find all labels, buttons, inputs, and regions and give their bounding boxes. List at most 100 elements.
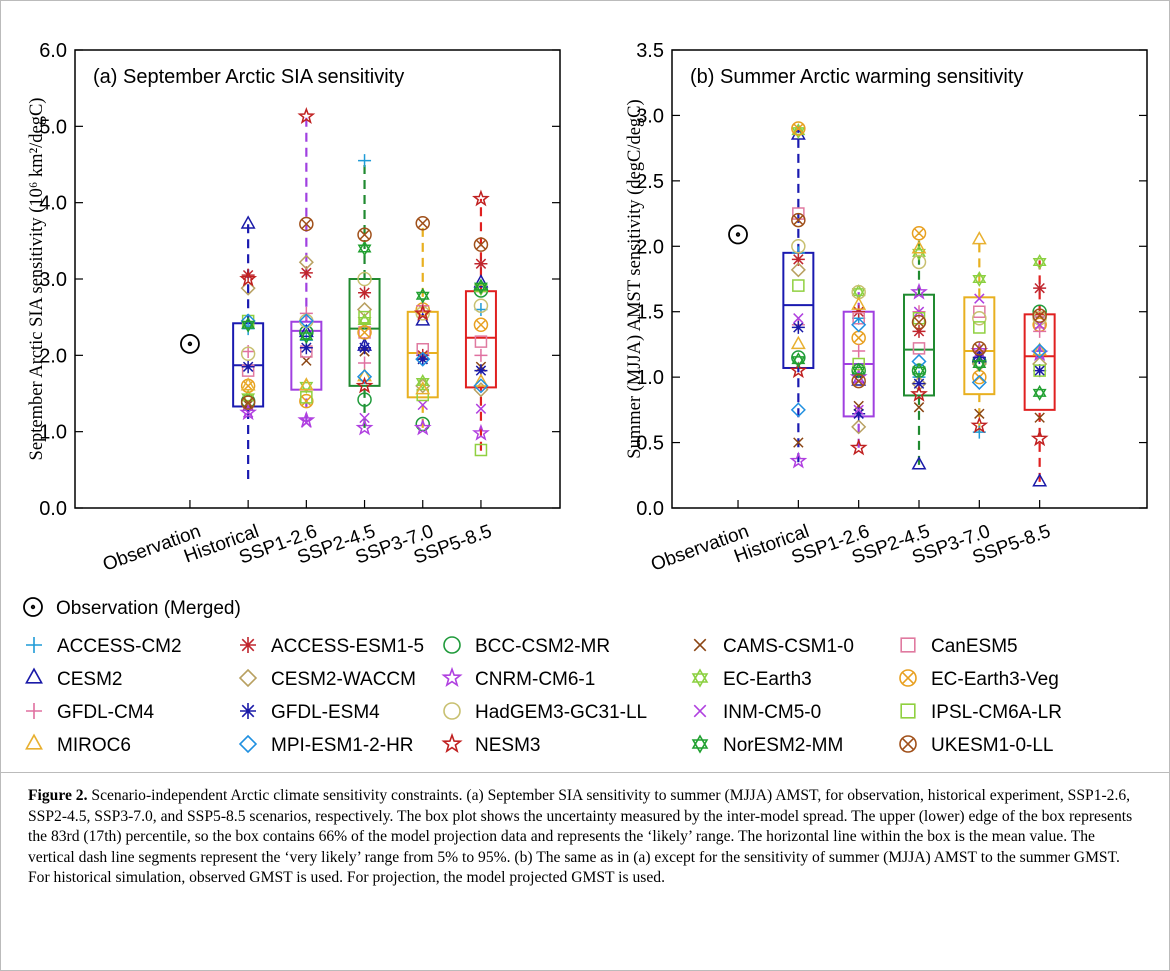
model-marker bbox=[473, 298, 489, 313]
model-marker bbox=[912, 362, 926, 379]
y-tick-label: 2.5 bbox=[636, 171, 664, 193]
model-marker bbox=[473, 378, 489, 394]
legend-label: INM-CM5-0 bbox=[723, 702, 821, 723]
model-marker bbox=[972, 341, 987, 356]
legend-label: UKESM1-0-LL bbox=[931, 735, 1054, 756]
model-marker bbox=[911, 456, 927, 470]
model-marker bbox=[358, 341, 372, 355]
legend-marker bbox=[238, 734, 258, 754]
model-marker bbox=[972, 271, 987, 287]
model-marker bbox=[474, 348, 488, 362]
model-marker bbox=[971, 231, 987, 245]
model-marker bbox=[912, 324, 926, 338]
y-tick-label: 3.5 bbox=[636, 40, 664, 62]
model-marker bbox=[789, 451, 808, 469]
model-marker bbox=[852, 357, 865, 371]
model-marker bbox=[472, 189, 490, 207]
model-marker bbox=[356, 369, 373, 385]
plot-frame bbox=[671, 49, 1148, 509]
model-marker bbox=[297, 107, 316, 124]
model-marker bbox=[357, 240, 372, 257]
model-marker bbox=[359, 412, 370, 424]
model-marker bbox=[474, 364, 488, 378]
model-marker bbox=[851, 296, 867, 310]
model-marker bbox=[793, 313, 804, 324]
model-marker bbox=[415, 380, 431, 395]
separator bbox=[0, 772, 1170, 773]
model-marker bbox=[913, 402, 925, 413]
model-marker bbox=[1030, 429, 1049, 447]
box bbox=[1023, 313, 1056, 411]
model-marker bbox=[911, 254, 927, 270]
model-marker bbox=[241, 360, 255, 374]
legend-label: ACCESS-ESM1-5 bbox=[271, 636, 424, 657]
model-marker bbox=[298, 323, 314, 338]
model-marker bbox=[299, 328, 314, 345]
model-marker bbox=[416, 388, 430, 402]
model-marker bbox=[473, 278, 488, 295]
model-marker bbox=[911, 314, 927, 330]
model-marker bbox=[239, 269, 258, 287]
legend-label: MPI-ESM1-2-HR bbox=[271, 735, 414, 756]
legend-marker bbox=[691, 668, 709, 688]
legend-label: BCC-CSM2-MR bbox=[475, 636, 610, 657]
y-tick-label: 0.0 bbox=[636, 498, 664, 520]
model-marker bbox=[1032, 253, 1047, 270]
model-marker bbox=[911, 363, 927, 378]
model-marker bbox=[790, 262, 806, 278]
model-marker bbox=[357, 325, 372, 340]
model-marker bbox=[972, 311, 987, 326]
model-marker bbox=[853, 400, 864, 412]
legend-label: CanESM5 bbox=[931, 636, 1018, 657]
legend-label: CNRM-CM6-1 bbox=[475, 669, 595, 690]
model-marker bbox=[357, 392, 372, 407]
legend-marker bbox=[691, 734, 709, 754]
model-marker bbox=[912, 377, 926, 391]
model-marker bbox=[358, 154, 372, 168]
model-marker bbox=[1033, 324, 1047, 338]
model-marker bbox=[355, 418, 374, 436]
model-marker bbox=[415, 416, 430, 432]
model-marker bbox=[852, 344, 866, 358]
model-marker bbox=[299, 216, 314, 232]
model-marker bbox=[972, 356, 987, 373]
caption-text: Scenario-independent Arctic climate sens… bbox=[28, 787, 1133, 887]
legend-label: GFDL-CM4 bbox=[57, 702, 155, 723]
legend-label: EC-Earth3 bbox=[723, 669, 812, 690]
model-marker bbox=[1032, 343, 1048, 359]
model-marker bbox=[1034, 412, 1045, 423]
model-marker bbox=[792, 279, 805, 292]
legend-marker bbox=[693, 704, 707, 718]
model-marker bbox=[793, 437, 804, 448]
legend-marker bbox=[899, 735, 917, 753]
model-marker bbox=[973, 321, 986, 334]
model-marker bbox=[415, 374, 430, 391]
legend-marker bbox=[443, 702, 461, 720]
legend-marker bbox=[25, 733, 43, 750]
legend-marker bbox=[441, 666, 463, 688]
model-marker bbox=[357, 227, 372, 242]
model-marker bbox=[473, 274, 489, 288]
caption: Figure 2. Scenario-independent Arctic cl… bbox=[28, 786, 1142, 889]
legend-marker bbox=[23, 597, 43, 617]
model-marker bbox=[851, 284, 866, 301]
legend-label: CESM2-WACCM bbox=[271, 669, 416, 690]
legend-label: Observation (Merged) bbox=[56, 598, 241, 619]
model-marker bbox=[417, 399, 428, 411]
model-marker bbox=[415, 216, 430, 231]
model-marker bbox=[791, 252, 805, 266]
model-marker bbox=[974, 293, 985, 304]
model-marker bbox=[910, 282, 928, 300]
model-marker bbox=[240, 280, 256, 296]
legend-label: EC-Earth3-Veg bbox=[931, 669, 1059, 690]
model-marker bbox=[240, 395, 256, 410]
panel-title: (b) Summer Arctic warming sensitivity bbox=[690, 66, 1023, 88]
legend-label: GFDL-ESM4 bbox=[271, 702, 380, 723]
model-marker bbox=[791, 320, 805, 334]
y-tick-label: 2.0 bbox=[636, 236, 664, 258]
legend-label: NESM3 bbox=[475, 735, 540, 756]
model-marker bbox=[970, 416, 989, 434]
y-tick-label: 3.0 bbox=[636, 105, 664, 127]
y-tick-label: 3.0 bbox=[39, 269, 67, 291]
model-marker bbox=[849, 438, 868, 456]
